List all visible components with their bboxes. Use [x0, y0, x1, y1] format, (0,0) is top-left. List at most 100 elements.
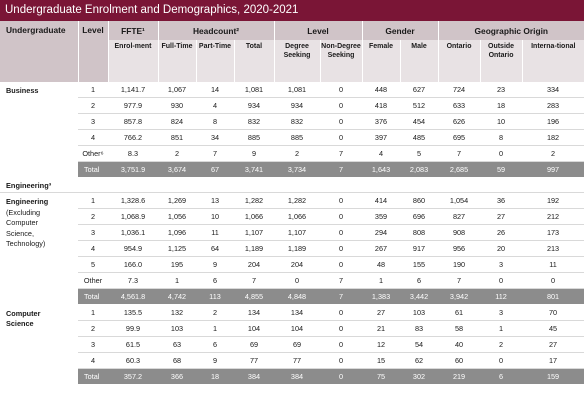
- cell-male: 5: [400, 145, 439, 162]
- cell-part-time: 6: [196, 336, 234, 353]
- cell-outside-ontario: 26: [480, 224, 523, 241]
- cell-total: 1,107: [234, 224, 274, 241]
- cell-ontario: 7: [438, 145, 481, 162]
- cell-ontario: 633: [438, 97, 481, 114]
- sub-female: Female: [361, 40, 401, 82]
- table-body: Business 1 1,141.7 1,067 14 1,081 1,081 0 448 627…: [0, 82, 584, 385]
- total-level: Total: [78, 161, 108, 178]
- total-ffte: 3,751.9: [108, 161, 158, 178]
- total-outside-ontario: 6: [480, 368, 523, 385]
- table-row: 2 1,068.9 1,056 10 1,066 1,066 0 359 696 827 27 212: [0, 208, 584, 225]
- total-outside-ontario: 59: [480, 161, 523, 178]
- sub-non-degree-seeking: Non-Degree Seeking: [319, 40, 363, 82]
- cell-full-time: 930: [158, 97, 196, 114]
- cell-total: 9: [234, 145, 274, 162]
- cell-female: 27: [362, 304, 401, 321]
- group-label-computer-science: Science: [6, 319, 34, 329]
- cell-ontario: 908: [438, 224, 481, 241]
- table-row: Other 7.3 1 6 7 0 7 1 6 7 0 0: [0, 272, 584, 289]
- cell-outside-ontario: 3: [480, 256, 523, 273]
- cell-total: 104: [234, 320, 274, 337]
- col-undergraduate: Undergraduate: [0, 21, 78, 82]
- total-non-degree-seeking: 7: [320, 288, 363, 305]
- cell-female: 376: [362, 113, 401, 130]
- group-sublabel: Computer: [6, 218, 39, 228]
- sub-outside-ontario: Outside Ontario: [479, 40, 523, 82]
- col-gender: Gender: [361, 21, 439, 40]
- cell-level: 3: [78, 224, 108, 241]
- table-row: 2 977.9 930 4 934 934 0 418 512 633 18 283: [0, 97, 584, 114]
- cell-ffte: 1,036.1: [108, 224, 158, 241]
- group-spacer: [0, 161, 78, 178]
- cell-international: 11: [522, 256, 584, 273]
- cell-degree-seeking: 832: [274, 113, 320, 130]
- cell-part-time: 11: [196, 224, 234, 241]
- cell-degree-seeking: 69: [274, 336, 320, 353]
- cell-female: 397: [362, 129, 401, 146]
- cell-ffte: 977.9: [108, 97, 158, 114]
- cell-level: 5: [78, 256, 108, 273]
- cell-male: 454: [400, 113, 439, 130]
- cell-level: 2: [78, 208, 108, 225]
- cell-non-degree-seeking: 0: [320, 192, 363, 209]
- cell-outside-ontario: 2: [480, 336, 523, 353]
- cell-ffte: 166.0: [108, 256, 158, 273]
- sub-international: Interna-tional: [521, 40, 584, 82]
- cell-non-degree-seeking: 0: [320, 82, 363, 98]
- cell-female: 48: [362, 256, 401, 273]
- cell-total: 832: [234, 113, 274, 130]
- cell-total: 1,081: [234, 82, 274, 98]
- total-level: Total: [78, 368, 108, 385]
- cell-female: 21: [362, 320, 401, 337]
- cell-male: 860: [400, 192, 439, 209]
- cell-female: 12: [362, 336, 401, 353]
- group-label-computer-science: Computer: [6, 308, 41, 318]
- sub-full-time: Full-Time: [157, 40, 196, 82]
- cell-ffte: 60.3: [108, 352, 158, 369]
- total-level: Total: [78, 288, 108, 305]
- section-header: Engineering³: [0, 177, 584, 193]
- cell-ffte: 135.5: [108, 304, 158, 321]
- table-title: Undergraduate Enrolment and Demographics…: [0, 0, 584, 21]
- total-degree-seeking: 4,848: [274, 288, 320, 305]
- cell-full-time: 68: [158, 352, 196, 369]
- cell-international: 17: [522, 352, 584, 369]
- cell-total: 1,066: [234, 208, 274, 225]
- cell-international: 2: [522, 145, 584, 162]
- cell-female: 267: [362, 240, 401, 257]
- cell-outside-ontario: 0: [480, 145, 523, 162]
- cell-full-time: 1,067: [158, 82, 196, 98]
- section-engineering: Engineering³: [0, 177, 584, 193]
- table-row: Engineering (Excluding Computer Science, Tec…: [0, 192, 584, 248]
- total-total: 4,855: [234, 288, 274, 305]
- cell-international: 196: [522, 113, 584, 130]
- cell-international: 0: [522, 272, 584, 289]
- cell-total: 1,282: [234, 192, 274, 209]
- cell-level: 4: [78, 129, 108, 146]
- total-ffte: 357.2: [108, 368, 158, 385]
- cell-ffte: 1,141.7: [108, 82, 158, 98]
- cell-ffte: 61.5: [108, 336, 158, 353]
- header-row: Undergraduate Level FFTE¹ Headcount² Lev…: [0, 21, 584, 82]
- group-label-engineering: Engineering: [6, 197, 49, 206]
- table-row: Computer Science 1 135.5 132 2 134 134 0 27 103 61 3…: [0, 304, 584, 328]
- cell-outside-ontario: 18: [480, 97, 523, 114]
- cell-total: 885: [234, 129, 274, 146]
- total-male: 3,442: [400, 288, 439, 305]
- cell-outside-ontario: 8: [480, 129, 523, 146]
- cell-part-time: 4: [196, 97, 234, 114]
- cell-total: 934: [234, 97, 274, 114]
- cell-international: 70: [522, 304, 584, 321]
- cell-part-time: 6: [196, 272, 234, 289]
- cell-international: 182: [522, 129, 584, 146]
- cell-ffte: 1,328.6: [108, 192, 158, 209]
- cell-degree-seeking: 1,282: [274, 192, 320, 209]
- cell-ontario: 724: [438, 82, 481, 98]
- group-sublabel: Science,: [6, 228, 34, 238]
- cell-international: 27: [522, 336, 584, 353]
- cell-non-degree-seeking: 0: [320, 97, 363, 114]
- group-sublabel: (Excluding: [6, 207, 41, 217]
- total-international: 159: [522, 368, 584, 385]
- cell-female: 414: [362, 192, 401, 209]
- cell-full-time: 2: [158, 145, 196, 162]
